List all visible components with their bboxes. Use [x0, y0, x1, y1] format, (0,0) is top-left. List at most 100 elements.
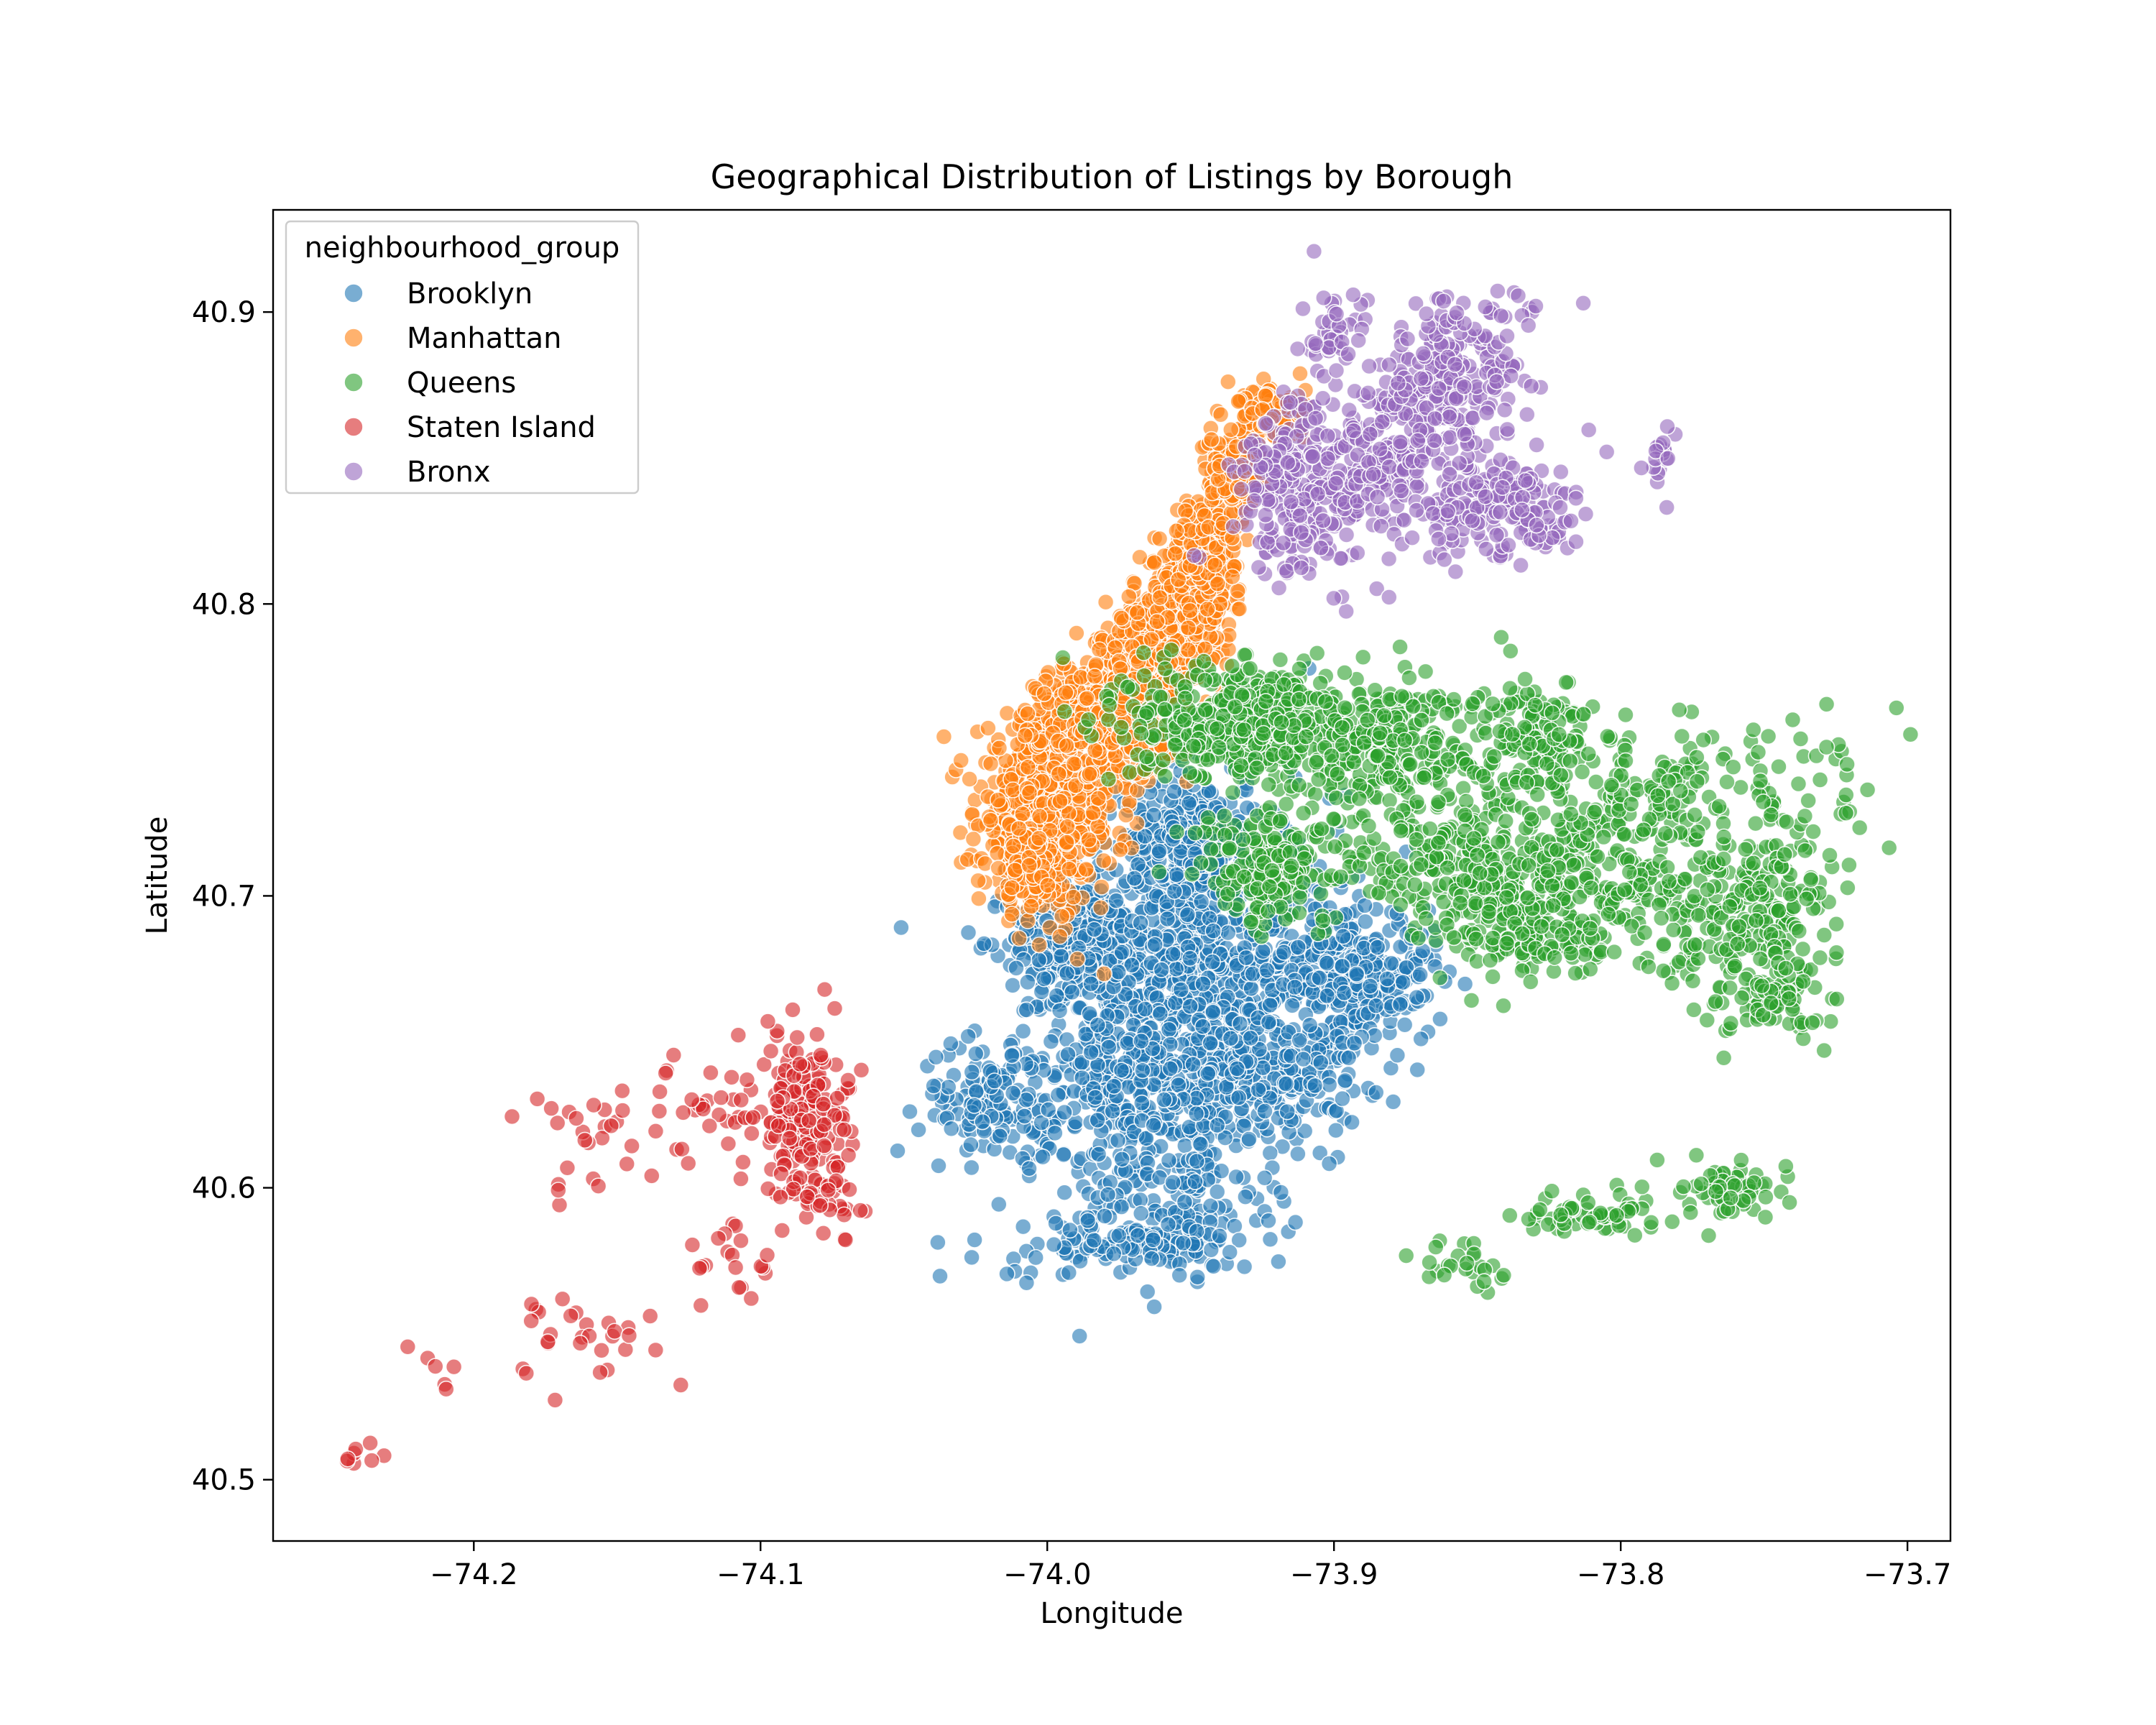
data-point — [1056, 703, 1074, 720]
data-point — [1132, 1205, 1150, 1223]
data-point — [1118, 1034, 1136, 1052]
data-point — [1052, 947, 1070, 965]
data-point — [1045, 1236, 1063, 1254]
data-point — [1158, 910, 1176, 928]
data-point — [1396, 1016, 1414, 1034]
data-point — [959, 924, 977, 942]
data-point — [1071, 1328, 1088, 1345]
data-point — [1060, 1264, 1078, 1282]
data-point — [1051, 793, 1069, 810]
data-point — [1058, 965, 1076, 983]
data-point — [1109, 1131, 1127, 1149]
data-point — [1189, 1269, 1206, 1286]
data-point — [1132, 914, 1149, 932]
data-point — [1354, 648, 1372, 666]
data-point — [1336, 1072, 1354, 1090]
data-point — [1212, 1162, 1230, 1179]
data-point — [1369, 939, 1386, 956]
data-point — [1051, 1002, 1069, 1019]
data-point — [1343, 1113, 1360, 1131]
data-point — [1144, 1231, 1162, 1248]
data-point — [1030, 829, 1048, 847]
data-point — [1180, 794, 1198, 812]
data-point — [1090, 641, 1108, 658]
data-point — [1004, 977, 1021, 994]
data-point — [1089, 1146, 1107, 1163]
data-point — [1058, 737, 1075, 755]
data-point — [1039, 1101, 1057, 1118]
data-point — [1055, 1146, 1072, 1164]
data-point — [1243, 980, 1260, 998]
data-point — [1151, 842, 1168, 860]
data-point — [1153, 961, 1170, 978]
data-point — [1080, 831, 1097, 849]
data-point — [1202, 1034, 1219, 1052]
data-point — [1272, 1184, 1290, 1201]
data-point — [1231, 1015, 1249, 1033]
data-point — [1104, 1103, 1121, 1120]
data-point — [1222, 1029, 1240, 1047]
data-point — [1170, 1076, 1187, 1094]
data-point — [1227, 1168, 1245, 1186]
data-point — [1128, 604, 1146, 622]
data-point — [1284, 997, 1301, 1014]
data-point — [1206, 556, 1224, 574]
data-point — [1238, 949, 1255, 967]
data-point — [1275, 944, 1293, 961]
data-point — [1220, 924, 1237, 942]
data-point — [1021, 1160, 1038, 1177]
data-point — [942, 1120, 960, 1138]
data-point — [982, 811, 1000, 829]
data-point — [1166, 883, 1183, 900]
data-point — [1003, 1046, 1021, 1064]
data-point — [1050, 765, 1068, 783]
data-point — [1112, 1062, 1130, 1079]
data-point — [1034, 1148, 1051, 1166]
data-point — [1261, 996, 1279, 1014]
data-point — [1202, 1241, 1220, 1259]
data-point — [1168, 522, 1185, 540]
data-point — [1113, 1151, 1130, 1168]
data-point — [927, 1049, 945, 1066]
data-point — [889, 1142, 906, 1159]
data-point — [1167, 960, 1185, 978]
data-point — [1221, 1243, 1238, 1261]
data-point — [1384, 1093, 1402, 1110]
data-point — [1194, 1018, 1212, 1035]
data-point — [1356, 897, 1373, 914]
data-point — [964, 830, 982, 848]
data-point — [1148, 612, 1166, 630]
data-point — [1179, 906, 1197, 924]
data-point — [1003, 906, 1021, 923]
data-point — [1202, 431, 1220, 448]
data-point — [990, 740, 1008, 757]
data-point — [1077, 860, 1095, 878]
data-point — [967, 1045, 985, 1062]
data-point — [1224, 568, 1241, 586]
data-point — [989, 791, 1007, 809]
data-point — [1059, 1046, 1077, 1063]
data-point — [1145, 1116, 1162, 1134]
data-point — [1059, 818, 1076, 835]
data-point — [901, 1103, 918, 1121]
data-point — [1159, 1215, 1177, 1233]
data-point — [893, 919, 910, 937]
points-layer — [338, 242, 1920, 1472]
data-point — [1194, 975, 1212, 993]
data-point — [986, 1072, 1003, 1090]
data-point — [1056, 1103, 1073, 1121]
data-point — [940, 1078, 957, 1096]
data-point — [1212, 405, 1230, 423]
data-point — [935, 728, 953, 745]
data-point — [1160, 1151, 1178, 1169]
data-point — [1042, 1033, 1060, 1050]
data-point — [1209, 575, 1227, 593]
data-point — [998, 704, 1016, 722]
data-point — [1192, 1136, 1210, 1153]
data-point — [1086, 742, 1104, 759]
data-point — [1145, 806, 1163, 824]
data-point — [1394, 973, 1412, 991]
data-point — [1079, 1212, 1097, 1230]
data-point — [1110, 963, 1128, 981]
